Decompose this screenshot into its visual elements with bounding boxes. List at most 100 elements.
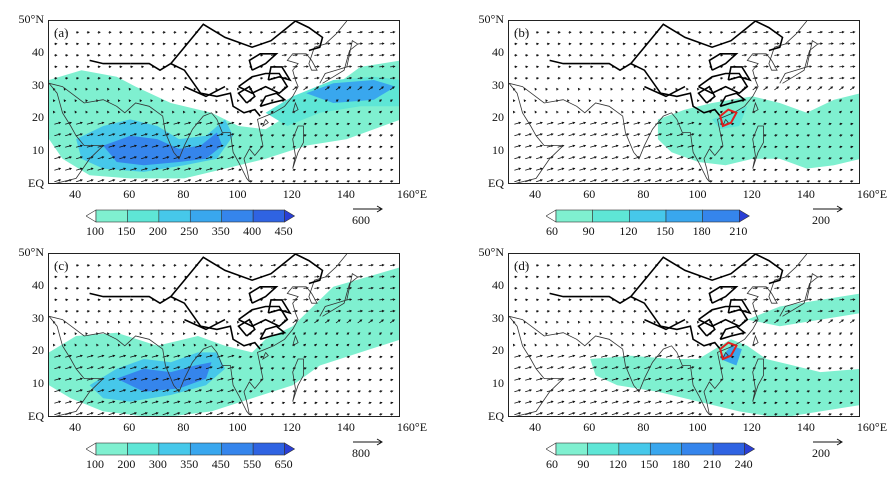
lat-tick-label: 10 xyxy=(32,376,44,391)
shaded-region xyxy=(657,93,859,169)
lon-tick-label: 100 xyxy=(228,420,247,434)
colorbar-tick-label: 120 xyxy=(619,224,638,238)
colorbar-segment xyxy=(618,442,651,456)
colorbar-tick-label: 200 xyxy=(148,224,167,238)
lon-tick-label: 80 xyxy=(177,420,190,434)
lon-tick-label: 40 xyxy=(69,420,82,434)
reference-vector-label: 800 xyxy=(352,446,370,460)
colorbar-tick-label: 180 xyxy=(692,224,711,238)
colorbar-tick-label: 120 xyxy=(608,457,627,471)
lon-tick-label: 80 xyxy=(637,187,650,201)
colorbar-segment xyxy=(189,442,223,456)
lat-tick-label: EQ xyxy=(28,176,44,190)
shaded-region xyxy=(747,293,859,327)
lat-tick-label: 40 xyxy=(492,44,504,59)
colorbar-tick-label: 100 xyxy=(86,224,104,238)
colorbar-tick-label: 60 xyxy=(546,224,558,238)
lat-tick-label: 40 xyxy=(32,277,44,292)
lat-tick-label: EQ xyxy=(488,176,504,190)
colorbar-tick-label: 350 xyxy=(180,457,199,471)
reference-vector-label: 200 xyxy=(812,213,830,227)
colorbar-tick-label: 200 xyxy=(117,457,136,471)
colorbar-segment xyxy=(702,209,740,223)
map-frame: (a) xyxy=(48,20,400,184)
country-borders xyxy=(549,254,784,350)
lat-tick-label: 50°N xyxy=(18,12,44,26)
map-canvas xyxy=(509,21,859,183)
colorbar-tick-label: 150 xyxy=(640,457,659,471)
reference-vector-arrow xyxy=(353,438,383,446)
colorbar-tick-label: 350 xyxy=(211,224,230,238)
map-frame: (d) xyxy=(508,253,860,417)
target-region-outline xyxy=(719,341,738,361)
colorbar-segment xyxy=(587,442,620,456)
colorbar-tick-label: 210 xyxy=(729,224,748,238)
lat-tick-label: EQ xyxy=(28,409,44,423)
colorbar-tick-label: 60 xyxy=(546,457,558,471)
lon-tick-label: 100 xyxy=(688,420,707,434)
reference-vector-label: 200 xyxy=(812,446,830,460)
reference-vector-arrow xyxy=(813,205,843,213)
colorbar-segment xyxy=(592,209,630,223)
reference-vector-label: 600 xyxy=(352,213,370,227)
lon-tick-label: 80 xyxy=(637,420,650,434)
shaded-region xyxy=(306,80,396,103)
lat-tick-label: 10 xyxy=(32,143,44,158)
colorbar-segment xyxy=(629,209,667,223)
wind-vectors xyxy=(52,263,396,416)
colorbar-tick-label: 650 xyxy=(274,457,293,471)
colorbar-tick-label: 450 xyxy=(274,224,293,238)
lon-tick-label: 160°E xyxy=(856,420,888,434)
lon-tick-label: 160°E xyxy=(396,187,428,201)
lat-tick-label: 30 xyxy=(32,310,44,325)
lat-tick-label: 50°N xyxy=(18,245,44,259)
colorbar-segment xyxy=(665,209,703,223)
reference-vector-arrow xyxy=(353,205,383,213)
colorbar-segment xyxy=(127,442,160,456)
lat-tick-label: 20 xyxy=(32,343,44,358)
map-canvas xyxy=(509,254,859,416)
lon-tick-label: 60 xyxy=(123,187,136,201)
shaded-region xyxy=(590,339,859,416)
colorbar-segment xyxy=(252,209,285,223)
lat-tick-label: 30 xyxy=(492,310,504,325)
lat-tick-label: 50°N xyxy=(478,245,504,259)
country-borders xyxy=(549,21,784,117)
colorbar-tick-label: 210 xyxy=(703,457,722,471)
colorbar xyxy=(86,209,296,223)
colorbar-tick-label: 450 xyxy=(211,457,230,471)
colorbar-tick-label: 240 xyxy=(734,457,753,471)
lat-tick-label: 20 xyxy=(32,110,44,125)
lat-tick-label: EQ xyxy=(488,409,504,423)
colorbar-tick-label: 400 xyxy=(243,224,262,238)
colorbar-segment xyxy=(649,442,683,456)
lon-tick-label: 80 xyxy=(177,187,190,201)
colorbar-segment xyxy=(221,209,254,223)
colorbar-segment xyxy=(221,442,254,456)
lat-tick-label: 20 xyxy=(492,110,504,125)
colorbar-segment xyxy=(158,209,191,223)
lat-tick-label: 50°N xyxy=(478,12,504,26)
colorbar-tick-label: 300 xyxy=(148,457,167,471)
lon-tick-label: 40 xyxy=(529,187,542,201)
colorbar-segment xyxy=(127,209,160,223)
coastlines xyxy=(49,21,359,183)
colorbar-tick-label: 150 xyxy=(117,224,136,238)
lon-tick-label: 100 xyxy=(228,187,247,201)
lat-tick-label: 20 xyxy=(492,343,504,358)
panel-label: (d) xyxy=(513,258,531,274)
colorbar-tick-label: 150 xyxy=(656,224,674,238)
colorbar-segment xyxy=(252,442,285,456)
panel-label: (b) xyxy=(513,25,531,41)
map-canvas xyxy=(49,254,399,416)
coastlines xyxy=(49,254,359,416)
colorbar-segment xyxy=(681,442,714,456)
colorbar xyxy=(546,442,756,456)
colorbar-segment xyxy=(712,442,745,456)
shaded-region xyxy=(116,362,212,392)
lon-tick-label: 120 xyxy=(742,187,761,201)
lon-tick-label: 100 xyxy=(688,187,707,201)
coastlines xyxy=(509,254,819,416)
colorbar xyxy=(546,209,750,223)
lon-tick-label: 140 xyxy=(796,187,815,201)
